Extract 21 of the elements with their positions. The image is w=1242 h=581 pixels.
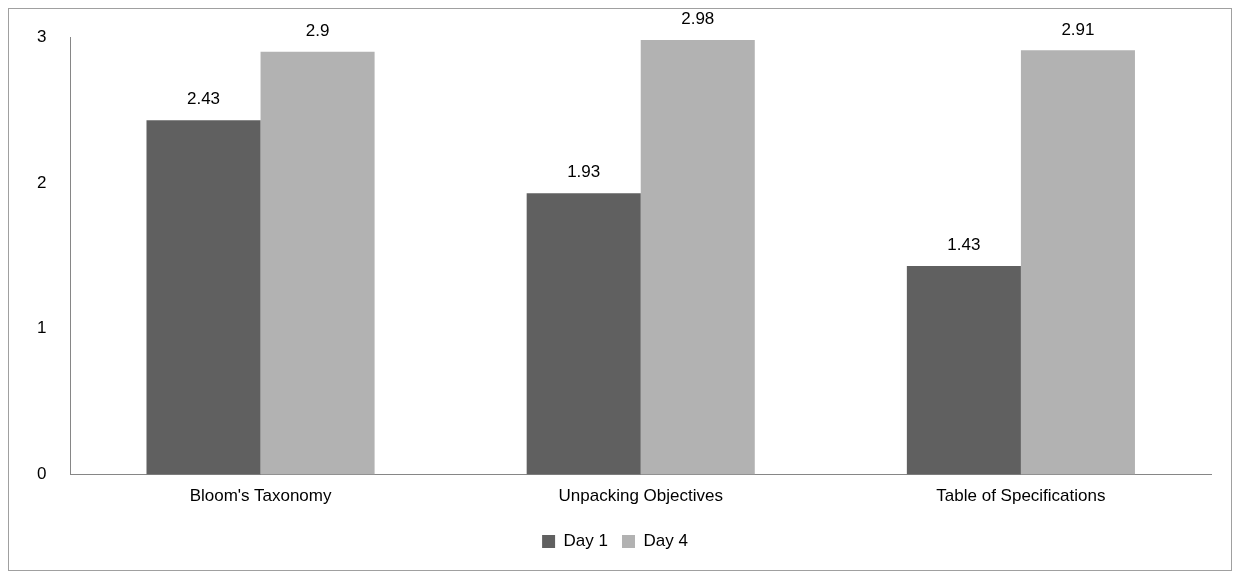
bar bbox=[146, 120, 261, 475]
data-label: 2.9 bbox=[305, 20, 330, 40]
y-tick-label: 3 bbox=[36, 26, 47, 46]
data-label: 2.91 bbox=[1061, 19, 1095, 39]
x-tick-label: Unpacking Objectives bbox=[558, 486, 723, 506]
x-tick-label: Table of Specifications bbox=[936, 486, 1106, 506]
bar bbox=[906, 266, 1021, 475]
legend-label: Day 4 bbox=[643, 531, 688, 551]
data-label: 2.98 bbox=[681, 9, 715, 29]
y-tick-label: 1 bbox=[36, 318, 47, 338]
bar bbox=[260, 51, 375, 475]
x-tick-label: Bloom's Taxonomy bbox=[189, 486, 332, 506]
data-label: 1.93 bbox=[567, 162, 601, 182]
legend-label: Day 1 bbox=[563, 531, 609, 551]
bar bbox=[526, 193, 641, 475]
y-tick-label: 0 bbox=[36, 464, 47, 484]
data-label: 1.43 bbox=[947, 235, 981, 255]
data-label: 2.43 bbox=[186, 89, 221, 109]
y-tick-label: 2 bbox=[36, 172, 47, 192]
bar bbox=[640, 40, 755, 475]
bar bbox=[1020, 50, 1135, 475]
